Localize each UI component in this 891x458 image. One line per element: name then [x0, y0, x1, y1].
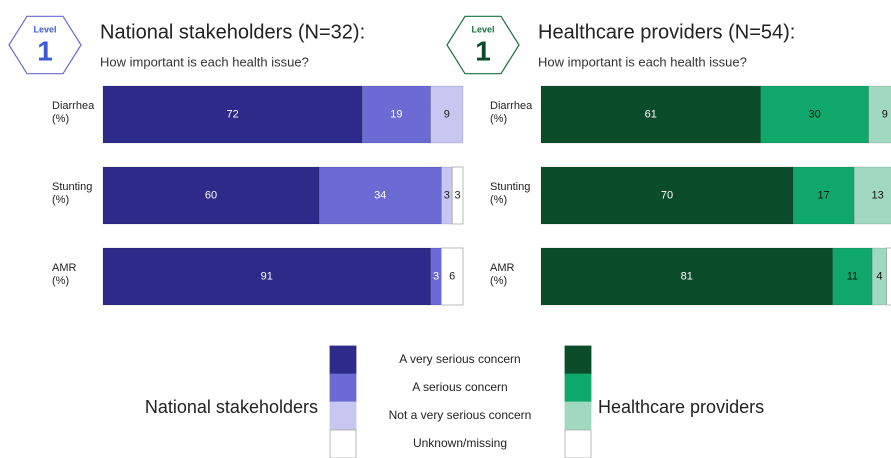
data-label: 61	[645, 108, 657, 120]
category-unit: (%)	[490, 194, 507, 206]
data-label: 81	[681, 270, 693, 282]
bar-segment	[102, 85, 363, 144]
bar-segment	[318, 166, 442, 225]
data-label: 9	[444, 108, 450, 120]
data-label: 70	[661, 189, 673, 201]
category-label: AMR	[52, 262, 77, 274]
level-badge	[446, 15, 520, 75]
category-label: Stunting	[52, 181, 92, 193]
legend-label: Unknown/missing	[413, 436, 507, 450]
chart-title: National stakeholders (N=32):	[100, 21, 365, 43]
data-label: 17	[817, 189, 829, 201]
legend-swatch	[329, 345, 357, 375]
bar-segment	[540, 85, 762, 144]
legend-label: Not a very serious concern	[389, 408, 532, 422]
legend-swatch	[329, 401, 357, 431]
data-label: 4	[876, 270, 882, 282]
data-label: 3	[444, 189, 450, 201]
data-label: 72	[226, 108, 238, 120]
badge-label: Level	[471, 24, 494, 34]
legend-group-title: National stakeholders	[145, 397, 318, 417]
chart-title: Healthcare providers (N=54):	[538, 21, 795, 43]
bar-segment	[102, 166, 320, 225]
legend-label: A very serious concern	[399, 352, 520, 366]
category-unit: (%)	[52, 275, 69, 287]
bar-segment	[868, 85, 891, 144]
bar-segment	[430, 85, 464, 144]
bar-segment	[451, 166, 464, 225]
bar-segment	[886, 247, 891, 306]
bar-segment	[853, 166, 891, 225]
data-label: 11	[847, 270, 858, 282]
category-label: Diarrhea	[52, 100, 95, 112]
data-label: 34	[374, 189, 386, 201]
data-label: 30	[808, 108, 820, 120]
data-label: 19	[390, 108, 402, 120]
legend-swatch	[329, 373, 357, 403]
category-unit: (%)	[52, 194, 69, 206]
legend-swatch	[329, 429, 357, 458]
bar-segment	[760, 85, 869, 144]
category-unit: (%)	[490, 113, 507, 125]
chart-subtitle: How important is each health issue?	[538, 54, 747, 69]
badge-value: 1	[475, 35, 491, 66]
legend-swatch	[564, 429, 592, 458]
bar-segment	[540, 247, 834, 306]
category-unit: (%)	[490, 275, 507, 287]
data-label: 91	[261, 270, 273, 282]
bar-segment	[361, 85, 432, 144]
bar-segment	[540, 166, 794, 225]
legend-swatch	[564, 401, 592, 431]
data-label: 3	[455, 189, 461, 201]
data-label: 13	[871, 189, 883, 201]
legend-swatch	[564, 373, 592, 403]
badge-value: 1	[37, 35, 53, 66]
category-label: Diarrhea	[490, 100, 533, 112]
data-label: 60	[205, 189, 217, 201]
category-unit: (%)	[52, 113, 69, 125]
category-label: Stunting	[490, 181, 530, 193]
data-label: 3	[433, 270, 439, 282]
level-badge	[8, 15, 82, 75]
chart-subtitle: How important is each health issue?	[100, 54, 309, 69]
category-label: AMR	[490, 262, 515, 274]
bar-segment	[102, 247, 432, 306]
legend-label: A serious concern	[412, 380, 507, 394]
data-label: 9	[882, 108, 888, 120]
bar-segment	[440, 247, 464, 306]
bar-segment	[832, 247, 873, 306]
data-label: 6	[449, 270, 455, 282]
badge-label: Level	[33, 24, 56, 34]
legend-swatch	[564, 345, 592, 375]
legend-group-title: Healthcare providers	[598, 397, 764, 417]
bar-segment	[792, 166, 855, 225]
